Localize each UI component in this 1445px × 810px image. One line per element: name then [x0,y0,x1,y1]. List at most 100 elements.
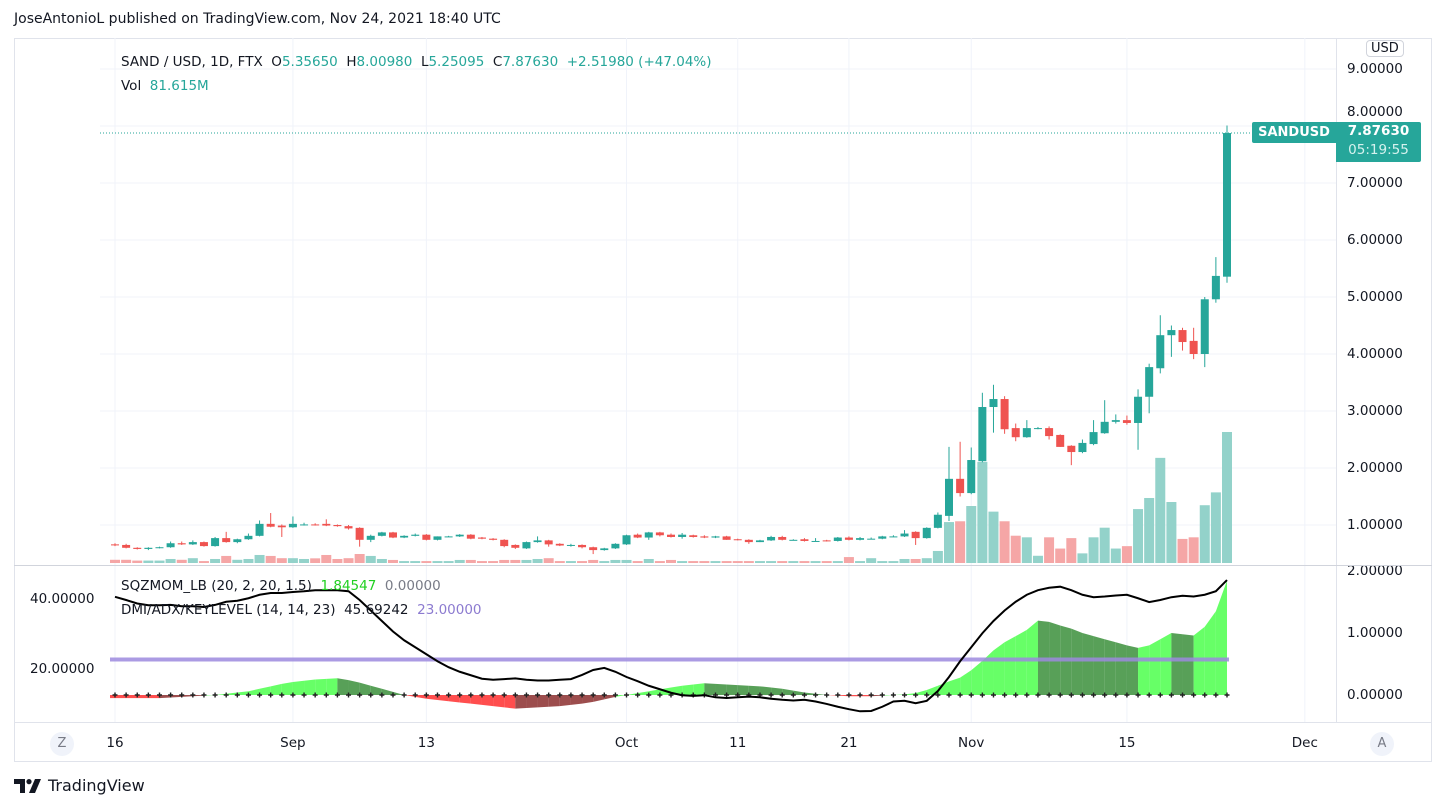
candle-body [1011,428,1020,438]
volume-bar [354,554,365,563]
squeeze-dot [1180,692,1186,698]
volume-label[interactable]: Vol [121,78,142,94]
volume-bar [465,559,476,563]
candle-body [589,547,598,551]
squeeze-dot [824,692,830,698]
momentum-area [248,688,260,695]
price-pane[interactable] [100,38,1336,565]
candle-body [767,536,776,541]
squeeze-dot [301,692,307,698]
symbol-title[interactable]: SAND / USD, 1D, FTX [121,54,263,70]
candle-body [678,534,687,537]
squeeze-dot [835,692,841,698]
candle-body [122,544,131,548]
pane-separator[interactable] [14,565,1432,566]
momentum-area [704,683,716,695]
candle-body [233,539,242,543]
volume-bar [310,558,321,563]
time-axis-label: 15 [1118,735,1136,751]
time-axis[interactable]: Z A 16 Sep 13 Oct 11 21 Nov 15 Dec [14,722,1432,763]
momentum-area [493,695,505,708]
squeeze-dot [1168,692,1174,698]
indicator-pane[interactable] [100,566,1336,722]
volume-bar [421,561,432,563]
price-axis[interactable]: 9.00000 8.00000 7.00000 6.00000 5.00000 4.000… [1336,38,1433,722]
volume-bar [977,461,988,563]
momentum-area [1182,634,1194,695]
volume-bar [476,561,487,563]
squeeze-dot [368,692,374,698]
squeeze-dot [346,692,352,698]
volume-bar [754,561,765,563]
volume-bar [1177,538,1188,563]
squeeze-dot [790,692,796,698]
volume-bar [399,561,410,563]
candle-body [644,532,653,538]
volume-bar [243,558,254,563]
currency-button[interactable]: USD [1366,40,1404,57]
volume-bar [999,521,1010,563]
sqzmom-name[interactable]: SQZMOM_LB (20, 2, 20, 1.5) [121,578,312,594]
candle-body [878,536,887,539]
volume-bar [1032,555,1043,563]
candle-body [956,478,965,494]
volume-bar [699,561,710,563]
volume-bar [265,555,276,563]
volume-bar [321,554,332,563]
volume-bar [932,550,943,563]
volume-bar [365,555,376,563]
squeeze-dot [1068,692,1074,698]
momentum-area [537,695,549,708]
volume-bar [198,561,209,563]
volume-bar [766,561,777,563]
squeeze-dot [1002,692,1008,698]
momentum-area [348,680,360,695]
dmi-name[interactable]: DMI/ADX/KEYLEVEL (14, 14, 23) [121,602,336,618]
volume-bar [721,561,732,563]
volume-bar [810,561,821,563]
momentum-area [715,683,727,695]
squeeze-dot [902,692,908,698]
momentum-area [871,695,883,697]
squeeze-dot [935,692,941,698]
squeeze-dot [446,692,452,698]
candle-body [288,523,297,528]
volume-bar [210,558,221,563]
high-label: H [346,54,357,70]
candle-body [578,544,587,548]
candle-body [566,544,575,546]
candle-body [844,537,853,540]
momentum-area [915,690,927,695]
squeeze-dot [924,692,930,698]
momentum-area [559,695,571,707]
squeeze-dot [846,692,852,698]
volume-bar [1199,505,1210,563]
momentum-area [1004,636,1016,695]
candle-body [778,536,787,540]
zoom-button[interactable]: Z [50,732,74,756]
momentum-area [459,695,471,704]
volume-bar [610,559,621,563]
volume-bar [343,558,354,563]
volume-bar [1188,537,1199,563]
squeeze-dot [156,692,162,698]
volume-bar [788,561,799,563]
candle-body [1056,434,1065,447]
volume-bar [488,561,499,563]
squeeze-dot [223,692,229,698]
time-axis-label: 16 [106,735,124,751]
tradingview-logo[interactable]: TradingView [14,776,145,795]
candle-body [1122,420,1131,423]
momentum-area [437,695,449,702]
auto-scale-button[interactable]: A [1370,732,1394,756]
volume-bar [866,558,877,563]
candle-body [177,543,186,545]
candle-body [377,532,386,536]
volume-bar [677,561,688,563]
candle-body [1223,133,1231,277]
squeeze-dot [635,692,641,698]
volume-bar [944,522,954,563]
squeeze-dot [145,692,151,698]
volume-bar [777,561,788,563]
momentum-area [1071,628,1083,695]
